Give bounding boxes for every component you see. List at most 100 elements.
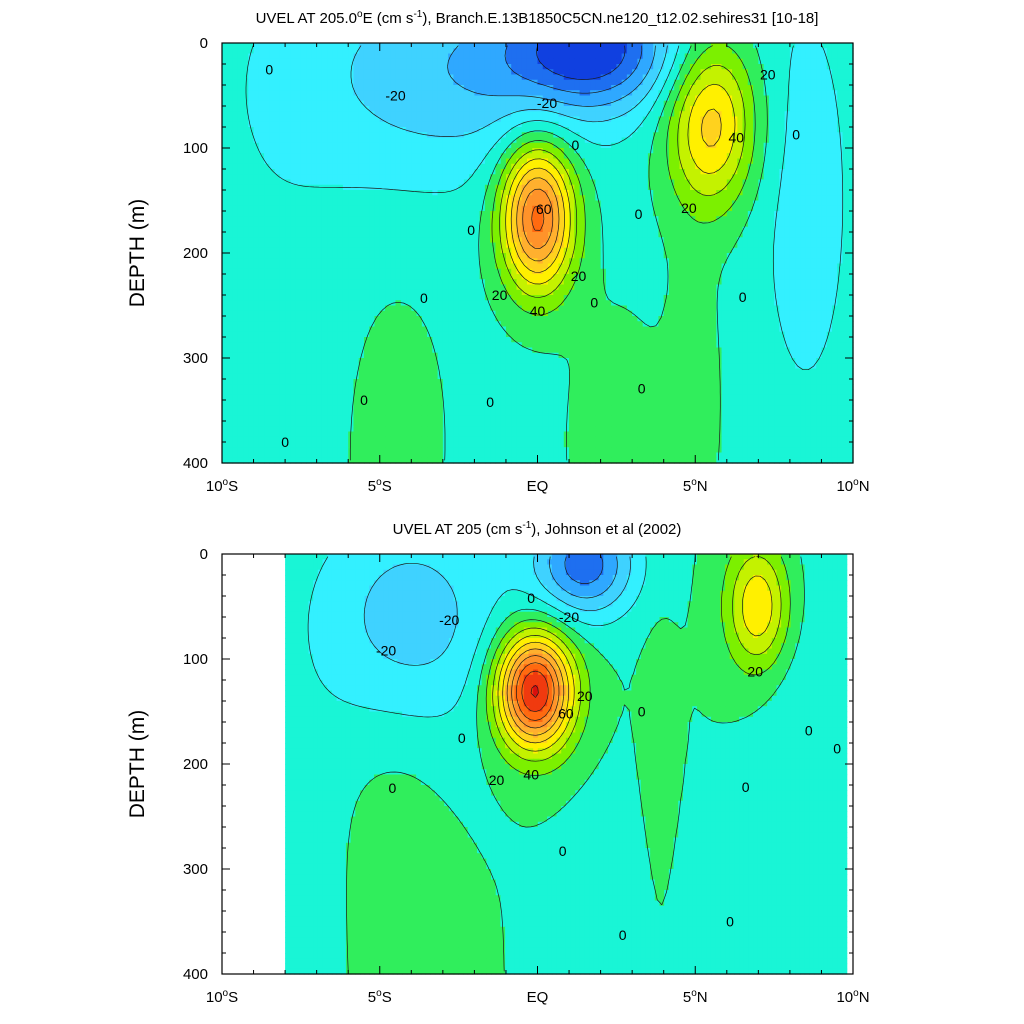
field-cell bbox=[606, 216, 612, 222]
field-cell bbox=[785, 169, 791, 175]
field-cell bbox=[511, 211, 517, 217]
field-cell bbox=[464, 164, 470, 170]
field-cell bbox=[396, 180, 402, 186]
field-cell bbox=[637, 248, 643, 254]
field-cell bbox=[459, 232, 465, 238]
field-cell bbox=[674, 127, 680, 133]
field-cell bbox=[427, 258, 433, 264]
field-cell bbox=[432, 75, 438, 81]
field-cell bbox=[516, 59, 522, 65]
field-cell bbox=[758, 237, 764, 243]
field-cell bbox=[590, 253, 596, 259]
field-cell bbox=[811, 148, 817, 154]
field-cell bbox=[637, 127, 643, 133]
field-cell bbox=[743, 59, 749, 65]
field-cell bbox=[695, 248, 701, 254]
field-cell bbox=[353, 174, 359, 180]
field-cell bbox=[417, 153, 423, 159]
field-cell bbox=[453, 174, 459, 180]
field-cell bbox=[795, 54, 801, 60]
field-cell bbox=[774, 111, 780, 117]
field-cell bbox=[574, 69, 580, 75]
field-cell bbox=[338, 159, 344, 165]
field-cell bbox=[327, 211, 333, 217]
field-cell bbox=[821, 164, 827, 170]
field-cell bbox=[327, 132, 333, 138]
field-cell bbox=[658, 169, 664, 175]
field-cell bbox=[406, 232, 412, 238]
field-cell bbox=[748, 237, 754, 243]
field-cell bbox=[695, 227, 701, 233]
field-cell bbox=[648, 96, 654, 102]
field-cell bbox=[222, 96, 228, 102]
field-cell bbox=[385, 185, 391, 191]
field-cell bbox=[406, 174, 412, 180]
field-cell bbox=[411, 169, 417, 175]
field-cell bbox=[332, 101, 338, 107]
field-cell bbox=[269, 222, 275, 228]
field-cell bbox=[821, 106, 827, 112]
field-cell bbox=[685, 159, 691, 165]
field-cell bbox=[327, 101, 333, 107]
field-cell bbox=[238, 75, 244, 81]
field-cell bbox=[374, 164, 380, 170]
field-cell bbox=[459, 43, 465, 49]
field-cell bbox=[821, 64, 827, 70]
field-cell bbox=[285, 253, 291, 259]
field-cell bbox=[438, 132, 444, 138]
field-cell bbox=[495, 222, 501, 228]
field-cell bbox=[511, 117, 517, 123]
field-cell bbox=[701, 75, 707, 81]
field-cell bbox=[374, 222, 380, 228]
field-cell bbox=[353, 111, 359, 117]
field-cell bbox=[653, 69, 659, 75]
field-cell bbox=[580, 153, 586, 159]
field-cell bbox=[669, 43, 675, 49]
field-cell bbox=[417, 211, 423, 217]
field-cell bbox=[374, 54, 380, 60]
field-cell bbox=[443, 148, 449, 154]
field-cell bbox=[501, 153, 507, 159]
field-cell bbox=[406, 69, 412, 75]
field-cell bbox=[306, 153, 312, 159]
field-cell bbox=[743, 111, 749, 117]
field-cell bbox=[806, 248, 812, 254]
field-cell bbox=[611, 174, 617, 180]
field-cell bbox=[254, 258, 260, 264]
field-cell bbox=[674, 148, 680, 154]
field-cell bbox=[448, 174, 454, 180]
field-cell bbox=[595, 111, 601, 117]
field-cell bbox=[606, 190, 612, 196]
field-cell bbox=[348, 164, 354, 170]
field-cell bbox=[669, 195, 675, 201]
field-cell bbox=[306, 164, 312, 170]
field-cell bbox=[842, 237, 848, 243]
field-cell bbox=[438, 64, 444, 70]
field-cell bbox=[427, 80, 433, 86]
field-cell bbox=[674, 211, 680, 217]
field-cell bbox=[327, 80, 333, 86]
field-cell bbox=[248, 216, 254, 222]
field-cell bbox=[816, 132, 822, 138]
field-cell bbox=[637, 117, 643, 123]
field-cell bbox=[327, 190, 333, 196]
field-cell bbox=[574, 253, 580, 259]
field-cell bbox=[785, 243, 791, 249]
field-cell bbox=[643, 253, 649, 259]
field-cell bbox=[727, 159, 733, 165]
field-cell bbox=[606, 127, 612, 133]
field-cell bbox=[275, 248, 281, 254]
field-cell bbox=[369, 190, 375, 196]
field-cell bbox=[222, 148, 228, 154]
field-cell bbox=[322, 48, 328, 54]
field-cell bbox=[527, 248, 533, 254]
field-cell bbox=[233, 258, 239, 264]
field-cell bbox=[285, 169, 291, 175]
field-cell bbox=[595, 85, 601, 91]
field-cell bbox=[264, 201, 270, 207]
field-cell bbox=[569, 80, 575, 86]
field-cell bbox=[806, 80, 812, 86]
field-cell bbox=[632, 85, 638, 91]
field-cell bbox=[811, 43, 817, 49]
field-cell bbox=[432, 143, 438, 149]
